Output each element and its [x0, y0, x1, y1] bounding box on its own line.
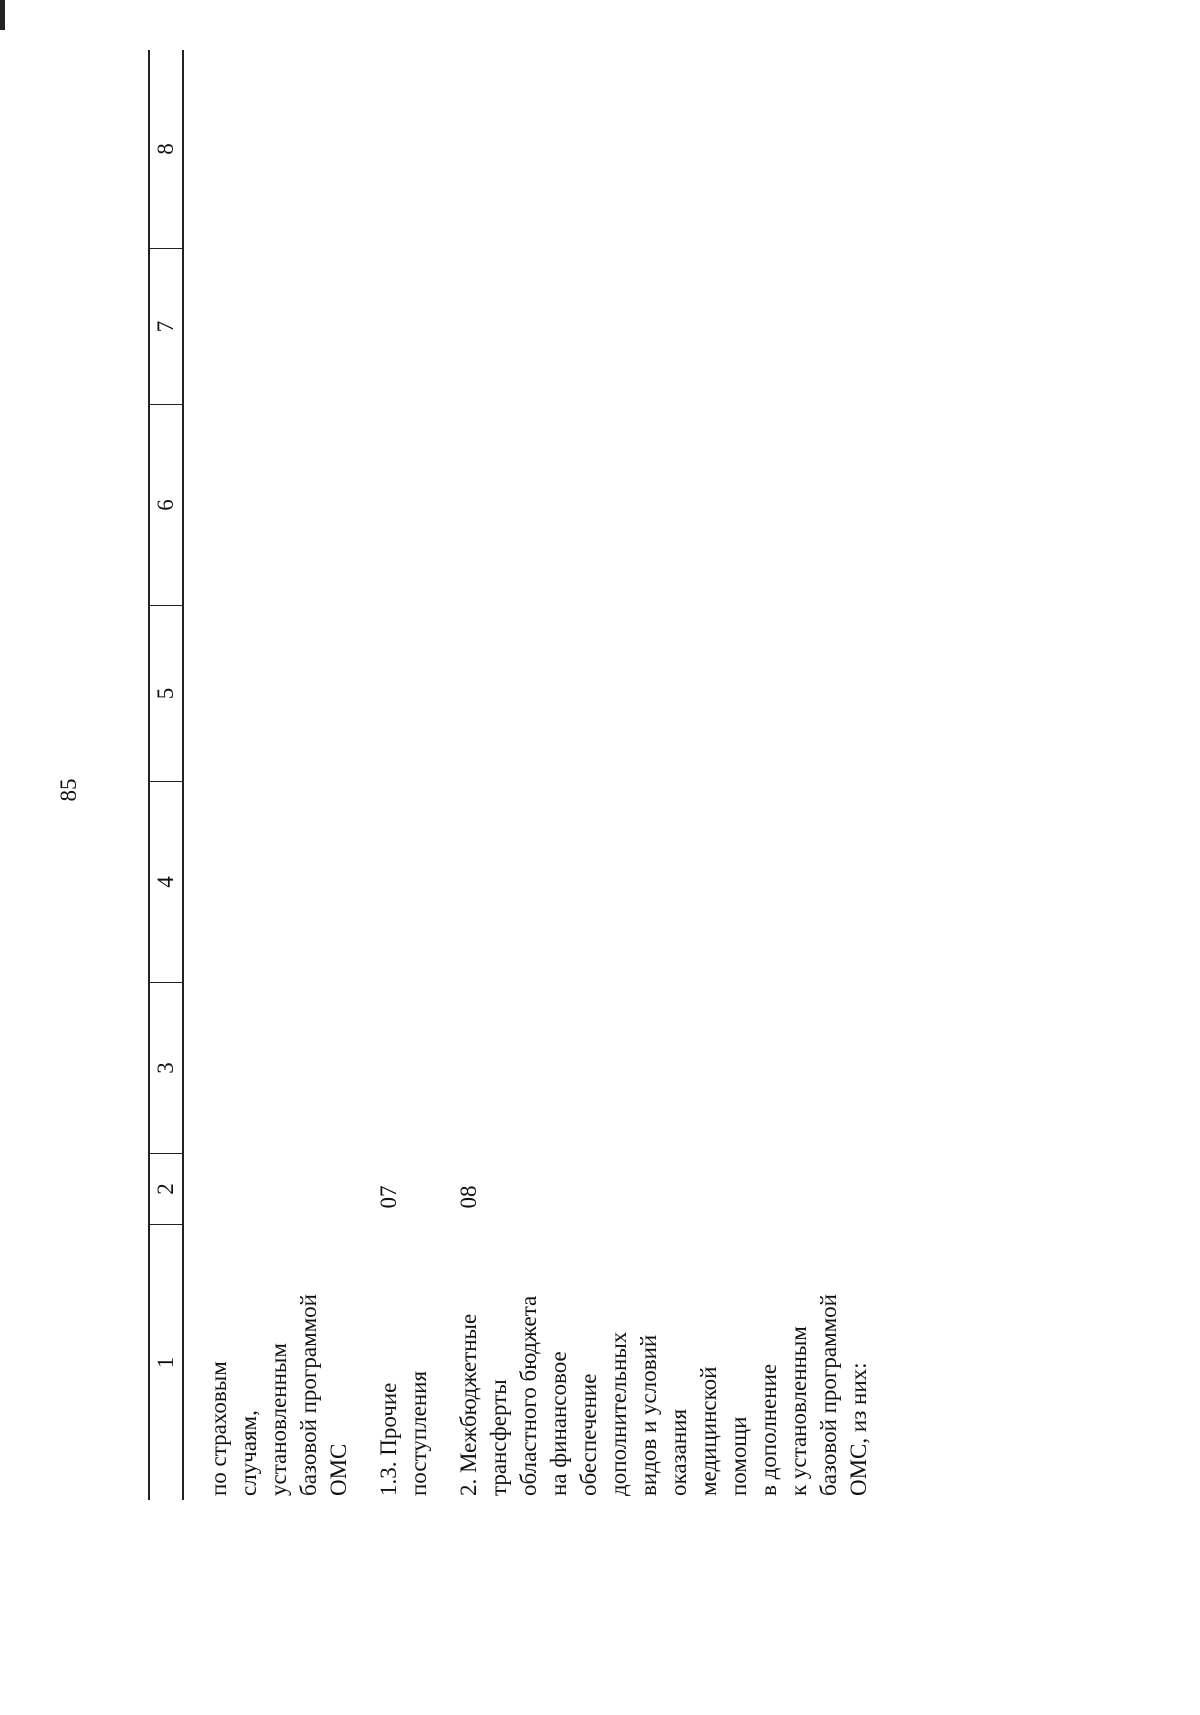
- scan-edge: [0, 0, 5, 30]
- label-line: поступления: [406, 1370, 431, 1496]
- label-line: случаям,: [236, 1410, 261, 1496]
- empty-cell: [354, 606, 434, 782]
- empty-cell: [434, 782, 874, 983]
- label-line: 2. Межбюджетные: [456, 1313, 481, 1496]
- label-line: базовой программой: [296, 1294, 321, 1496]
- label-line: по страховым: [206, 1361, 231, 1496]
- row-label: по страховым случаям, установленным базовой…: [183, 1225, 354, 1501]
- header-cell: 5: [149, 605, 183, 782]
- empty-cell: [183, 606, 354, 782]
- label-line: на финансовое: [546, 1351, 571, 1496]
- label-line: к установленным: [786, 1326, 811, 1496]
- label-line: трансферты: [486, 1379, 511, 1496]
- empty-cell: [354, 249, 434, 405]
- empty-cell: [183, 405, 354, 606]
- empty-cell: [434, 606, 874, 782]
- label-line: медицинской: [696, 1366, 721, 1496]
- empty-cell: [354, 405, 434, 606]
- label-line: базовой программой: [816, 1294, 841, 1496]
- empty-cell: [354, 50, 434, 249]
- header-cell: 6: [149, 404, 183, 606]
- empty-cell: [354, 983, 434, 1154]
- code-text: 08: [456, 1185, 481, 1209]
- label-line: областного бюджета: [516, 1295, 541, 1496]
- empty-cell: [434, 50, 874, 249]
- empty-cell: [434, 405, 874, 606]
- label-line: оказания: [666, 1408, 691, 1496]
- code-text: 07: [376, 1185, 401, 1209]
- label-line: в дополнение: [756, 1363, 781, 1496]
- table-row: 1.3. Прочие поступления 07: [354, 50, 434, 1500]
- row-label: 1.3. Прочие поступления: [354, 1225, 434, 1501]
- empty-cell: [183, 782, 354, 983]
- label-line: дополнительных: [606, 1331, 631, 1496]
- label-line: ОМС: [326, 1443, 351, 1496]
- label-line: 1.3. Прочие: [376, 1382, 401, 1496]
- label-line: видов и условий: [636, 1334, 661, 1496]
- table-body: по страховым случаям, установленным базовой…: [183, 50, 874, 1500]
- header-cell: 8: [149, 50, 183, 249]
- row-label: 2. Межбюджетные трансферты областного бюдж…: [434, 1225, 874, 1501]
- table-row: по страховым случаям, установленным базовой…: [183, 50, 354, 1500]
- label-line: обеспечение: [576, 1373, 601, 1496]
- label-line: помощи: [726, 1416, 751, 1496]
- label-line: установленным: [266, 1343, 291, 1496]
- header-cell: 2: [149, 1153, 183, 1225]
- header-cell: 4: [149, 781, 183, 983]
- empty-cell: [183, 983, 354, 1154]
- row-code: 07: [354, 1154, 434, 1225]
- empty-cell: [434, 983, 874, 1154]
- table-row: 2. Межбюджетные трансферты областного бюдж…: [434, 50, 874, 1500]
- empty-cell: [183, 249, 354, 405]
- empty-cell: [354, 782, 434, 983]
- row-code: 08: [434, 1154, 874, 1225]
- header-cell: 3: [149, 982, 183, 1154]
- header-cell: 7: [149, 248, 183, 405]
- label-line: ОМС, из них:: [846, 1362, 871, 1496]
- row-code: [183, 1154, 354, 1225]
- header-cell: 1: [149, 1224, 183, 1500]
- empty-cell: [183, 50, 354, 249]
- page-number: 85: [56, 778, 81, 802]
- empty-cell: [434, 249, 874, 405]
